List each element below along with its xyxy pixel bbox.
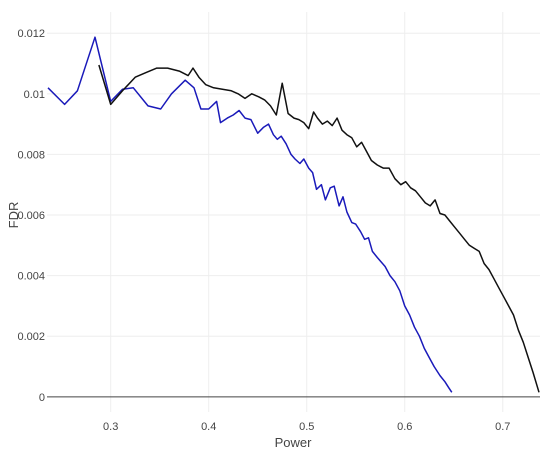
series-lines	[47, 36, 540, 393]
x-tick-label: 0.3	[103, 421, 118, 433]
x-tick-label: 0.7	[495, 421, 510, 433]
x-tick-label: 0.5	[299, 421, 314, 433]
x-axis-title: Power	[275, 435, 313, 450]
y-tick-label: 0.002	[17, 331, 45, 343]
y-tick-label: 0.008	[17, 149, 45, 161]
series-line-1	[47, 36, 453, 393]
x-tick-label: 0.4	[201, 421, 216, 433]
y-tick-label: 0.006	[17, 210, 45, 222]
y-tick-label: 0.012	[17, 28, 45, 40]
gridlines	[47, 12, 540, 412]
series-line-2	[98, 64, 540, 393]
x-tick-label: 0.6	[397, 421, 412, 433]
y-axis-tick-labels: 0 0.002 0.004 0.006 0.008 0.01 0.012	[17, 28, 45, 404]
y-axis-title: FDR	[6, 202, 21, 229]
y-tick-label: 0.01	[24, 89, 45, 101]
x-axis-tick-labels: 0.3 0.4 0.5 0.6 0.7	[103, 421, 510, 433]
y-tick-label: 0	[39, 392, 45, 404]
y-tick-label: 0.004	[17, 271, 45, 283]
